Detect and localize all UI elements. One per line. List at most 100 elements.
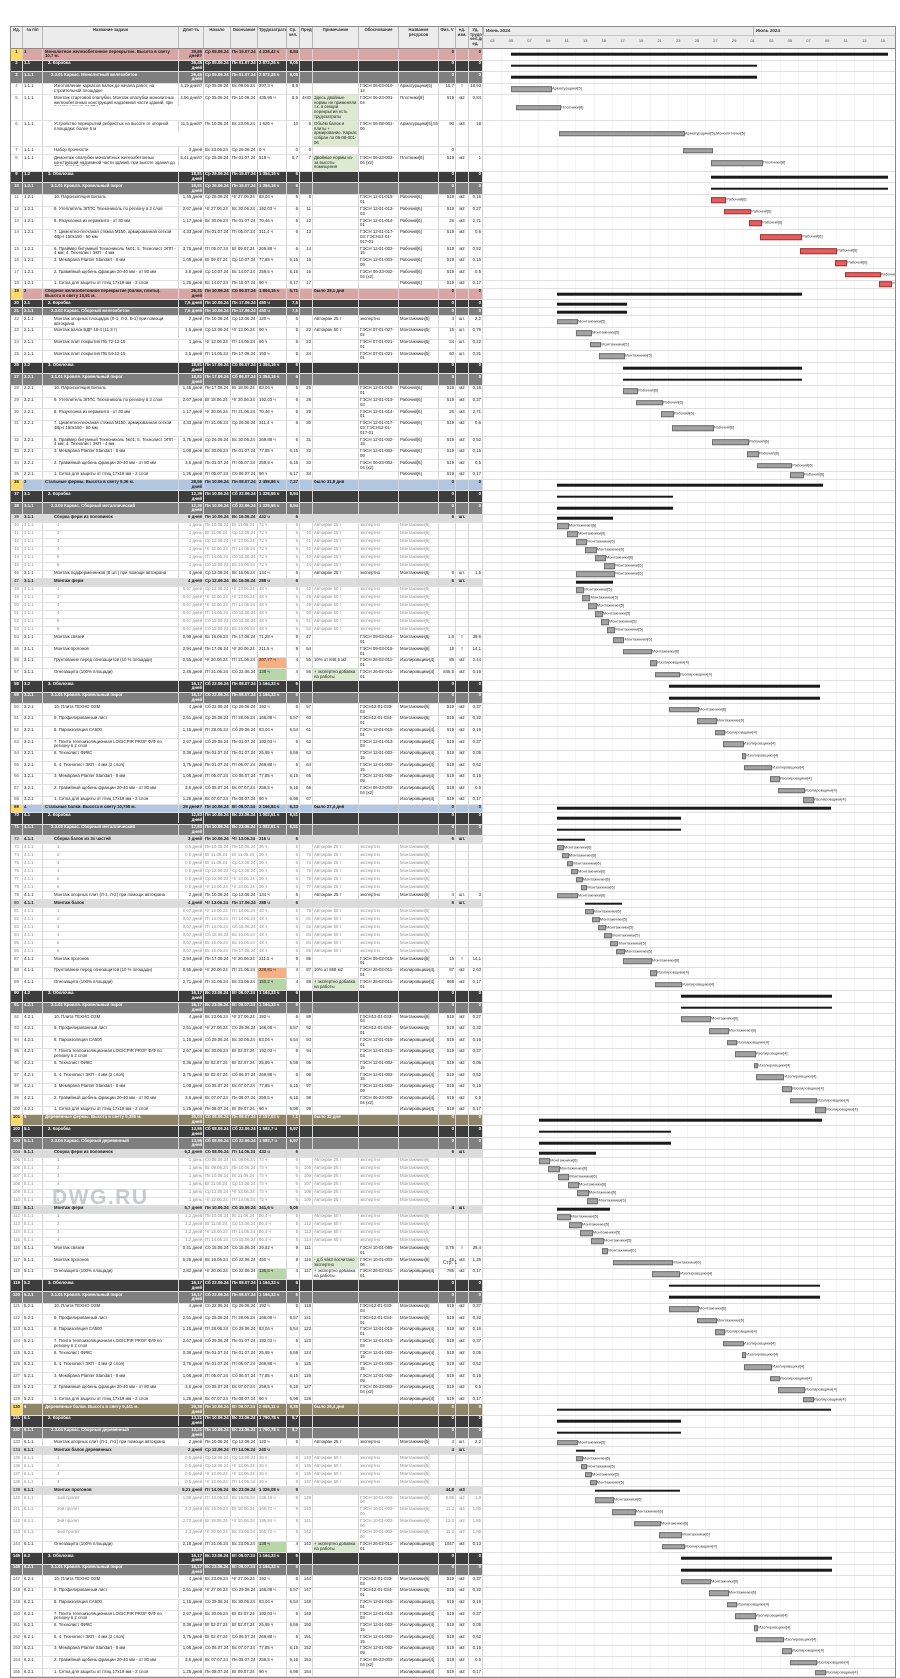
- task-row[interactable]: 94 4.2.1 8. Пароизоляция СА500 1,15 дней Сб …: [11, 1037, 895, 1049]
- gantt-bar[interactable]: [845, 271, 881, 278]
- gantt-bar[interactable]: [669, 1306, 699, 1312]
- task-row[interactable]: 101 5 Деревянные фермы. Высота в свету 9,3…: [11, 1114, 895, 1127]
- task-row[interactable]: 97 4.2.1 5, 4. Технолист ЭКП - 4 мм (2 сло…: [11, 1072, 895, 1084]
- gantt-bar[interactable]: [681, 1568, 832, 1572]
- gantt-bar[interactable]: [756, 1074, 785, 1081]
- gantt-bar[interactable]: [594, 1489, 681, 1492]
- task-row[interactable]: 79 4.1.1 Монтаж опорных плит (Л-1, Л-2) пр…: [11, 892, 895, 901]
- task-row[interactable]: 49 3.1.1 2 0,67 дней Чт 13.06.24 Чт 13.06.24 4…: [11, 594, 895, 603]
- task-row[interactable]: 118 5.1.1 Огнезащита (100% площади) 2,82 дн…: [11, 1268, 895, 1281]
- gantt-bar[interactable]: [557, 310, 628, 314]
- gantt-bar[interactable]: [576, 1455, 583, 1462]
- gantt-bar[interactable]: [660, 411, 674, 418]
- task-row[interactable]: 108 5.1.1 4 1 день Вт 11.06.24 Ср 12.06.24 72 …: [11, 1181, 895, 1190]
- task-row[interactable]: 107 5.1.1 3 1 день Пн 10.06.24 Вт 11.06.24 72 …: [11, 1173, 895, 1182]
- task-row[interactable]: 110 5.1.1 6 1 день Чт 13.06.24 Пт 14.06.24 72 …: [11, 1197, 895, 1206]
- task-row[interactable]: 126 5.2.1 5, 4. Технолист ЭКП - 4 мм (2 сл…: [11, 1361, 895, 1374]
- task-row[interactable]: 8 1.1.1 Демонтаж опалубки монолитных желез…: [11, 155, 895, 172]
- gantt-bar[interactable]: [790, 472, 804, 479]
- task-row[interactable]: 111 5.1.1 Монтаж ферм 5,7 дней Пн 10.06.24 Сб…: [11, 1205, 895, 1214]
- gantt-bar[interactable]: [557, 1408, 831, 1411]
- gantt-bar[interactable]: [770, 1375, 780, 1382]
- task-row[interactable]: 33 2.2.1 3. Мембрана Planter Standart - 8 …: [11, 448, 895, 461]
- column-header-note[interactable]: Примечание: [313, 27, 359, 48]
- gantt-bar[interactable]: [658, 1532, 683, 1539]
- task-row[interactable]: 87 4.1.1 Монтаж прогонов 2,94 дней Пн 17.06.…: [11, 956, 895, 968]
- gantt-bar[interactable]: [576, 1449, 595, 1452]
- task-row[interactable]: 53 3.1.1 6 0,67 дней Сб 15.06.24 Вс 16.06.24 4…: [11, 626, 895, 635]
- gantt-bar[interactable]: [588, 603, 597, 609]
- gantt-bar[interactable]: [610, 940, 619, 947]
- gantt-bar[interactable]: [777, 1387, 805, 1393]
- gantt-bar[interactable]: [602, 1248, 609, 1254]
- task-row[interactable]: 39 3.1.1 Сборка ферм из половинок 6 дней Пн …: [11, 514, 895, 523]
- column-header-id[interactable]: Ид.: [11, 27, 23, 48]
- task-row[interactable]: 104 5.1.1 Сборка ферм из половинок 6,2 дней…: [11, 1149, 895, 1158]
- gantt-bar[interactable]: [559, 131, 685, 137]
- column-header-ud[interactable]: Уд. трудозатраты чел.дн./ед.: [469, 27, 483, 48]
- gantt-bar[interactable]: [538, 1151, 597, 1155]
- task-row[interactable]: 133 6.1.1 Монтаж опорных плит (Л-1, Л-2) п…: [11, 1439, 895, 1448]
- task-row[interactable]: 152 6.2.1 5, 4. Технолист ЭКП - 4 мм (2 сл…: [11, 1634, 895, 1646]
- task-row[interactable]: 95 4.2.1 7. Плита теплоизоляционная LOGICP…: [11, 1048, 895, 1061]
- gantt-bar[interactable]: [557, 495, 673, 499]
- task-row[interactable]: 149 6.2.1 8. Пароизоляция СА500 1,15 дней Сб…: [11, 1599, 895, 1612]
- task-row[interactable]: 18 1.2.1 1. Сетка для защиты от птиц 17х19…: [11, 280, 895, 289]
- task-row[interactable]: 83 4.1.1 3 0,67 дней Пт 14.06.24 Сб 15.06.24 4…: [11, 924, 895, 933]
- gantt-bar[interactable]: [815, 1107, 826, 1114]
- task-row[interactable]: 21 2.1.1 2.3.02 Каркас. Сборный железобето…: [11, 308, 895, 317]
- gantt-bar[interactable]: [562, 852, 569, 859]
- task-row[interactable]: 32 2.2.1 6. Праймер битумный Технониколь №…: [11, 437, 895, 449]
- task-row[interactable]: 89 4.1.1 Огнезащита (100% площади) 2,71 дне…: [11, 979, 895, 991]
- gantt-bar[interactable]: [557, 816, 682, 820]
- task-row[interactable]: 69 4 Стальные балки. Высота в свету 10,755…: [11, 804, 895, 813]
- task-row[interactable]: 150 6.2.1 7. Плита теплоизоляционная LOGIC…: [11, 1611, 895, 1623]
- task-row[interactable]: 130 6 Деревянные балки. Высота в свету 9,4…: [11, 1404, 895, 1416]
- task-row[interactable]: 25 2.1.1 Монтаж плит покрытия ПБ 54-12-15 2…: [11, 351, 895, 363]
- task-row[interactable]: 14 1.2.1 7. Цементно-песчаная стяжка М150,…: [11, 229, 895, 247]
- gantt-bar[interactable]: [591, 916, 600, 923]
- task-row[interactable]: 67 3.2.1 2. Гравийный щебень фракции 20-40…: [11, 785, 895, 797]
- gantt-bar[interactable]: [770, 776, 780, 782]
- task-row[interactable]: 144 6.1.1 Огнезащита (100% площади) 2,18 дн…: [11, 1541, 895, 1554]
- task-row[interactable]: 34 2.2.1 2. Гравийный щебень фракции 20-40…: [11, 460, 895, 472]
- gantt-bar[interactable]: [585, 902, 623, 905]
- gantt-bar[interactable]: [782, 1648, 792, 1654]
- task-row[interactable]: 78 4.1.1 6 0,5 дней Чт 13.06.24 Чт 13.06.24 36…: [11, 884, 895, 893]
- task-row[interactable]: 41 3.1.1 2 1 день Вт 11.06.24 Ср 12.06.24 72 ч…: [11, 530, 895, 539]
- gantt-bar[interactable]: [557, 1431, 682, 1435]
- gantt-bar[interactable]: [722, 1340, 744, 1347]
- gantt-bar[interactable]: [681, 1578, 711, 1585]
- gantt-bar[interactable]: [756, 462, 793, 469]
- gantt-bar[interactable]: [622, 366, 802, 370]
- task-row[interactable]: 74 4.1.1 2 0,5 дней Вт 11.06.24 Вт 11.06.24 36…: [11, 852, 895, 861]
- gantt-bar[interactable]: [571, 868, 578, 875]
- gantt-bar[interactable]: [622, 648, 652, 655]
- gantt-bar[interactable]: [582, 595, 591, 601]
- gantt-bar[interactable]: [566, 531, 578, 537]
- task-row[interactable]: 138 6.1.1 4 0,5 дней Чт 13.06.24 Пт 14.06.24 3…: [11, 1479, 895, 1488]
- task-row[interactable]: 137 6.1.1 3 0,5 дней Чт 13.06.24 Чт 13.06.24 3…: [11, 1471, 895, 1480]
- task-row[interactable]: 29 2.2.1 9. Утеплитель ЭППС Технониколь по…: [11, 397, 895, 410]
- task-row[interactable]: 24 2.1.1 Монтаж плит покрытия ПБ 72-12-15 1…: [11, 339, 895, 352]
- column-header-dur[interactable]: Длит-ть: [179, 27, 204, 48]
- column-header-wbs[interactable]: № п/п: [23, 27, 43, 48]
- task-row[interactable]: 148 6.2.1 9. Профилированный лист 2,51 дней…: [11, 1587, 895, 1600]
- gantt-bar[interactable]: [589, 342, 602, 348]
- gantt-bar[interactable]: [789, 1659, 817, 1666]
- task-row[interactable]: 106 5.1.1 2 1 день Вс 09.06.24 Пн 10.06.24 72 …: [11, 1165, 895, 1174]
- task-row[interactable]: 142 6.1.1 3ий пролет 2,72 дней Вт 18.06.24 Чт…: [11, 1518, 895, 1530]
- task-row[interactable]: 91 4.2.1 3.1.01 Кровля. Кровельный пирог 16…: [11, 1002, 895, 1015]
- gantt-bar[interactable]: [567, 1182, 579, 1188]
- task-row[interactable]: 96 4.2.1 6. Технолист ФИКС 0,36 дней Вт 02.0…: [11, 1060, 895, 1073]
- gantt-bar[interactable]: [538, 1142, 671, 1145]
- task-row[interactable]: 37 3.1 2. Коробка 12,39 дней Пн 10.06.24 Сб 2…: [11, 491, 895, 504]
- gantt-bar[interactable]: [735, 1051, 756, 1058]
- gantt-bar[interactable]: [710, 197, 727, 204]
- gantt-bar[interactable]: [746, 451, 759, 457]
- gantt-bar[interactable]: [760, 234, 803, 241]
- task-row[interactable]: 70 4.1 2. Коробка 12,83 дней Пн 10.06.24 Вс 2…: [11, 812, 895, 825]
- gantt-bar[interactable]: [613, 637, 625, 643]
- task-row[interactable]: 2 1.1 2. Коробка 26,45 дней Ср 05.06.24 Пн 01…: [11, 60, 895, 73]
- column-header-work[interactable]: Трудозатраты: [258, 27, 287, 48]
